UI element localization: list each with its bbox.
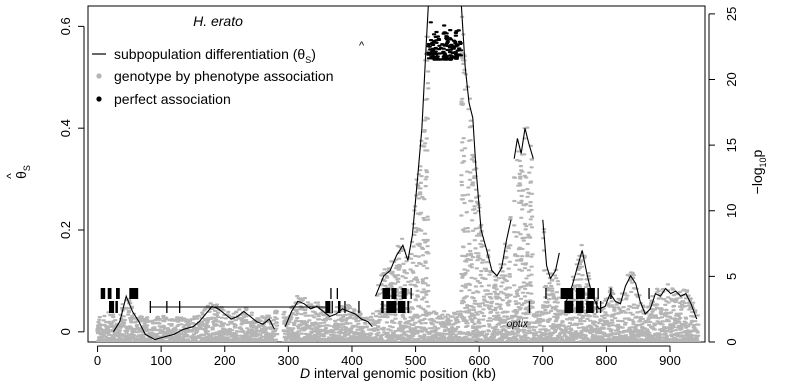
gene-block	[115, 301, 118, 313]
gene-block	[648, 288, 650, 299]
theta-line-segment	[513, 128, 534, 159]
legend-line-hat: ^	[359, 40, 365, 52]
legend: subpopulation differentiation (θS) ^ gen…	[92, 40, 365, 107]
y-right-tick-label: 10	[724, 204, 739, 218]
svg-text:θS: θS	[13, 165, 32, 179]
legend-gray-label: genotype by phenotype association	[114, 68, 334, 84]
gene-block	[107, 288, 112, 299]
gene-block	[386, 301, 397, 313]
x-axis-label: D interval genomic position (kb)	[300, 365, 496, 381]
legend-black-label: perfect association	[114, 91, 231, 107]
gene-block	[545, 288, 547, 299]
theta-line-segment	[112, 294, 275, 341]
x-tick-label: 600	[468, 353, 490, 368]
theta-line-segment	[374, 6, 429, 297]
y-right-tick-label: 0	[724, 338, 739, 345]
y-left-tick-label: 0.6	[58, 17, 73, 35]
x-tick-label: 0	[94, 353, 101, 368]
legend-black-swatch	[96, 96, 102, 102]
x-tick-label: 500	[405, 353, 427, 368]
x-tick-label: 400	[341, 353, 363, 368]
gene-block	[109, 301, 115, 313]
gene-block	[382, 288, 391, 299]
gene-block	[597, 288, 599, 299]
chart-title: H. erato	[193, 13, 243, 29]
theta-line-layer	[98, 6, 698, 353]
x-tick-label: 100	[150, 353, 172, 368]
gene-track	[100, 288, 650, 313]
y-right-tick-label: 25	[724, 7, 739, 21]
gene-block	[401, 288, 407, 299]
gene-block	[381, 301, 384, 313]
gene-block	[560, 288, 574, 299]
gene-block	[331, 301, 333, 313]
y-right-tick-label: 20	[724, 72, 739, 86]
y-axis-left-label: θS ^	[4, 165, 32, 179]
theta-line-segment	[542, 219, 560, 280]
gene-block	[575, 301, 584, 313]
theta-line-segment	[460, 6, 512, 277]
gene-block	[397, 301, 406, 313]
gene-block	[586, 301, 594, 313]
theta-line-segment	[284, 300, 373, 328]
x-tick-label: 200	[214, 353, 236, 368]
y-right-tick-label: 5	[724, 273, 739, 280]
y-axis-left: 0 0.2 0.4 0.6	[58, 17, 85, 335]
gene-block	[564, 301, 574, 313]
x-tick-label: 300	[278, 353, 300, 368]
x-tick-label: 800	[596, 353, 618, 368]
gene-block	[336, 288, 338, 299]
y-axis-right: 0 5 10 15 20 25	[708, 7, 739, 346]
gene-block	[410, 288, 412, 299]
gene-block	[407, 301, 410, 313]
y-left-tick-label: 0	[58, 328, 73, 335]
gene-block	[129, 288, 139, 299]
theta-hat-accent: ^	[4, 173, 18, 179]
y-axis-right-label: −log10p	[749, 149, 768, 194]
gene-label: optix	[507, 319, 529, 330]
perfect-association-points	[426, 21, 464, 61]
x-axis: 0 100 200 300 400 500 600 700 800 900	[94, 345, 681, 368]
gene-block	[338, 301, 341, 313]
gene-block	[344, 301, 346, 313]
gene-block	[100, 288, 106, 299]
gene-block	[528, 301, 531, 313]
gene-block	[391, 288, 397, 299]
gene-block	[116, 288, 120, 299]
gray-points-layer	[95, 15, 701, 342]
gene-block	[179, 301, 181, 313]
gene-block	[166, 301, 168, 313]
x-tick-label: 700	[532, 353, 554, 368]
association-points	[95, 15, 701, 342]
gene-block	[330, 288, 332, 299]
theta-hat-symbol: θ	[13, 171, 29, 179]
gene-block	[600, 301, 602, 313]
y-left-tick-label: 0.2	[58, 221, 73, 239]
gene-block	[610, 288, 612, 299]
y-left-tick-label: 0.4	[58, 119, 73, 137]
gene-block	[587, 288, 595, 299]
gene-block	[149, 301, 151, 313]
y-right-tick-label: 15	[724, 138, 739, 152]
legend-gray-swatch	[96, 73, 102, 79]
theta-line-segment	[565, 250, 698, 320]
gene-block	[596, 301, 598, 313]
gene-block	[575, 288, 585, 299]
black-points-layer	[426, 21, 464, 61]
legend-line-label: subpopulation differentiation (θS)	[114, 46, 316, 65]
gene-block	[325, 301, 331, 313]
gene-block	[358, 301, 360, 313]
theta-line-segment	[98, 350, 106, 353]
x-tick-label: 900	[659, 353, 681, 368]
